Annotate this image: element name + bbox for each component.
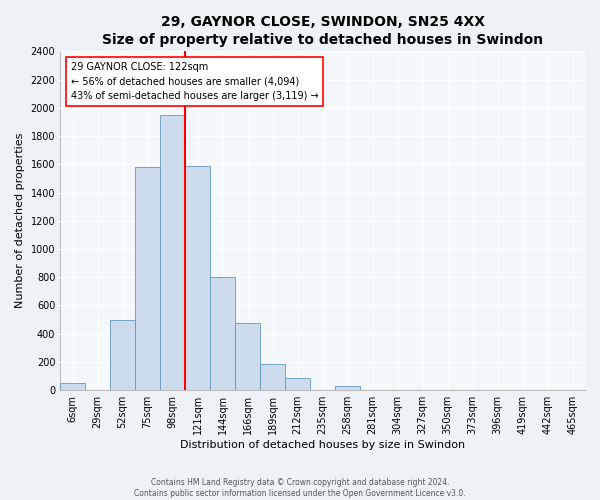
Text: 29 GAYNOR CLOSE: 122sqm
← 56% of detached houses are smaller (4,094)
43% of semi: 29 GAYNOR CLOSE: 122sqm ← 56% of detache… [71,62,318,101]
Bar [285,378,310,390]
Bar [160,115,185,390]
Bar [135,167,160,390]
Title: 29, GAYNOR CLOSE, SWINDON, SN25 4XX
Size of property relative to detached houses: 29, GAYNOR CLOSE, SWINDON, SN25 4XX Size… [102,15,543,48]
Y-axis label: Number of detached properties: Number of detached properties [15,133,25,308]
Bar [260,364,285,390]
Bar [335,386,360,390]
Text: Contains HM Land Registry data © Crown copyright and database right 2024.
Contai: Contains HM Land Registry data © Crown c… [134,478,466,498]
Bar [210,278,235,390]
Bar [185,166,210,390]
Bar [60,383,85,390]
X-axis label: Distribution of detached houses by size in Swindon: Distribution of detached houses by size … [180,440,465,450]
Bar [235,323,260,390]
Bar [110,320,135,390]
